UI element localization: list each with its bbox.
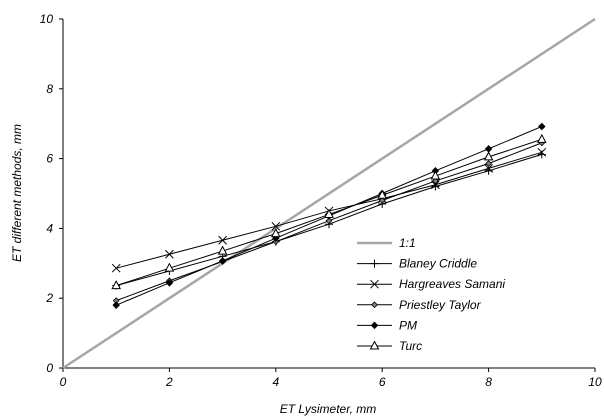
legend-item-priestley-taylor: Priestley Taylor xyxy=(357,298,482,312)
diamond-marker xyxy=(538,122,546,131)
legend-label: Turc xyxy=(399,339,422,353)
legend-label: 1:1 xyxy=(399,236,416,250)
triangle-marker xyxy=(217,245,228,255)
x-tick-label: 8 xyxy=(485,375,492,389)
axes xyxy=(59,18,596,372)
diamond-marker xyxy=(378,197,386,204)
y-tick-label: 0 xyxy=(46,361,53,375)
x-marker xyxy=(111,263,121,273)
diamond-marker xyxy=(485,160,492,167)
marker-stroke xyxy=(165,249,174,259)
diamond-marker xyxy=(371,301,378,309)
y-tick-label: 4 xyxy=(46,221,53,235)
legend-label: Blaney Criddle xyxy=(399,257,477,271)
legend-item-turc: Turc xyxy=(357,339,422,353)
triangle-marker xyxy=(430,170,441,180)
legend-item-hargreaves-samani: Hargreaves Samani xyxy=(357,277,505,291)
y-tick-label: 2 xyxy=(45,291,53,305)
legend: 1:1 Blaney Criddle Hargreaves Samani Priest… xyxy=(357,236,505,353)
triangle-marker xyxy=(377,189,388,199)
y-tick-label: 8 xyxy=(46,82,53,96)
y-tick-label: 10 xyxy=(40,12,54,26)
legend-label: Priestley Taylor xyxy=(399,298,482,312)
triangle-marker xyxy=(536,133,547,143)
series-turc xyxy=(111,133,547,290)
x-tick-label: 2 xyxy=(165,375,173,389)
triangle-marker xyxy=(164,262,175,272)
marker-stroke xyxy=(431,180,440,190)
marker-stroke xyxy=(484,164,493,173)
x-tick-label: 6 xyxy=(379,375,386,389)
x-marker xyxy=(271,221,281,231)
x-tick-label: 10 xyxy=(588,375,602,389)
y-tick-labels: 0 2 4 6 8 10 xyxy=(40,12,54,375)
diamond-marker xyxy=(370,321,379,330)
x-tick-label: 4 xyxy=(272,375,279,389)
legend-item-1-1: 1:1 xyxy=(357,236,416,250)
x-axis-label: ET Lysimeter, mm xyxy=(280,402,376,416)
marker-stroke xyxy=(537,147,547,157)
marker-stroke xyxy=(271,221,281,231)
marker-stroke xyxy=(111,263,121,273)
x-marker xyxy=(165,249,174,259)
triangle-marker xyxy=(270,228,281,238)
y-axis-label: ET different methods, mm xyxy=(10,124,24,262)
legend-label: Hargreaves Samani xyxy=(399,277,505,291)
triangle-marker xyxy=(483,151,494,161)
diamond-marker xyxy=(218,257,227,265)
x-marker xyxy=(370,279,379,289)
legend-label: PM xyxy=(399,318,417,332)
x-tick-labels: 0 2 4 6 8 10 xyxy=(60,375,602,389)
x-marker xyxy=(484,164,493,173)
legend-item-pm: PM xyxy=(357,318,417,332)
diamond-marker xyxy=(325,217,333,225)
legend-item-blaney-criddle: Blaney Criddle xyxy=(357,257,477,271)
x-tick-label: 0 xyxy=(60,375,67,389)
marker-stroke xyxy=(370,279,379,289)
marker-stroke xyxy=(218,235,227,245)
diamond-marker xyxy=(165,279,174,287)
diamond-marker xyxy=(112,301,120,309)
x-marker xyxy=(218,235,227,245)
reference-line-1-1 xyxy=(62,17,596,370)
triangle-marker xyxy=(111,280,122,290)
plus-marker xyxy=(370,259,379,268)
triangle-marker xyxy=(324,208,334,218)
diamond-marker xyxy=(432,177,439,185)
plot-area xyxy=(62,17,596,370)
y-tick-label: 6 xyxy=(46,152,53,166)
x-marker xyxy=(537,147,547,157)
triangle-marker xyxy=(369,340,380,350)
